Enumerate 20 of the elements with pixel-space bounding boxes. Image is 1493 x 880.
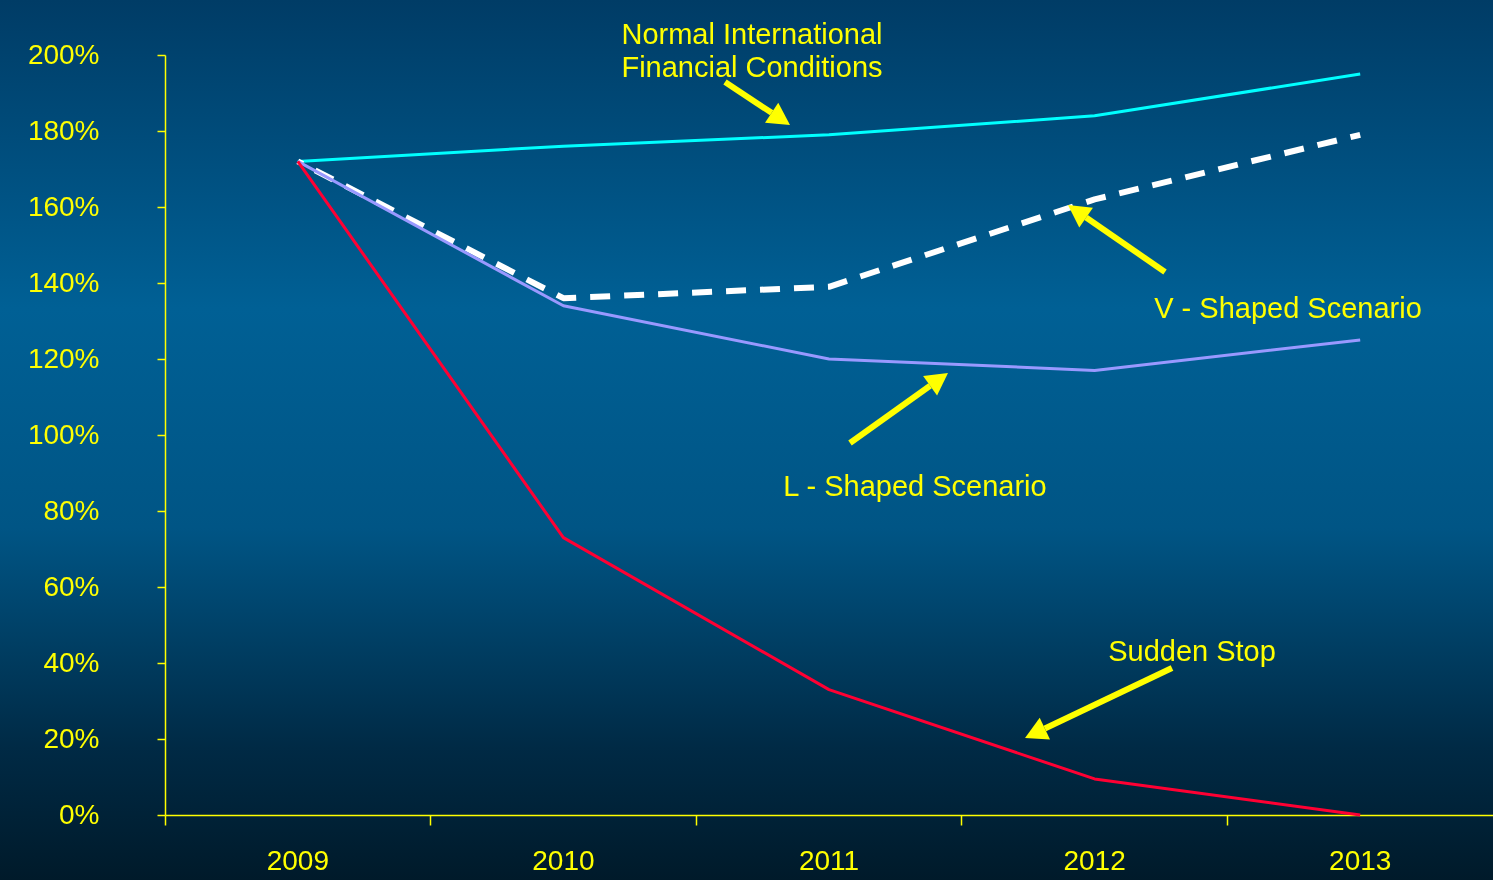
y-tick-label: 140%: [27, 266, 100, 298]
y-tick-label: 180%: [27, 114, 100, 146]
x-tick-label: 2009: [266, 844, 329, 876]
y-tick-label: 100%: [27, 418, 100, 450]
y-tick-label: 200%: [27, 38, 100, 70]
annotation: L - Shaped Scenario: [783, 470, 1047, 502]
annotation: Normal International Financial Conditions: [621, 18, 883, 83]
y-tick-label: 160%: [27, 190, 100, 222]
y-tick-label: 20%: [43, 722, 100, 754]
y-tick-label: 0%: [59, 798, 100, 830]
y-tick-label: 60%: [43, 570, 100, 602]
x-tick-label: 2011: [798, 844, 860, 876]
annotation: Sudden Stop: [1108, 635, 1276, 667]
annotation: V - Shaped Scenario: [1154, 292, 1422, 324]
x-tick-label: 2012: [1063, 844, 1126, 876]
x-tick-label: 2010: [532, 844, 595, 876]
y-tick-label: 120%: [27, 342, 100, 374]
y-tick-label: 40%: [43, 646, 100, 678]
x-tick-label: 2013: [1329, 844, 1392, 876]
y-tick-label: 80%: [43, 494, 100, 526]
